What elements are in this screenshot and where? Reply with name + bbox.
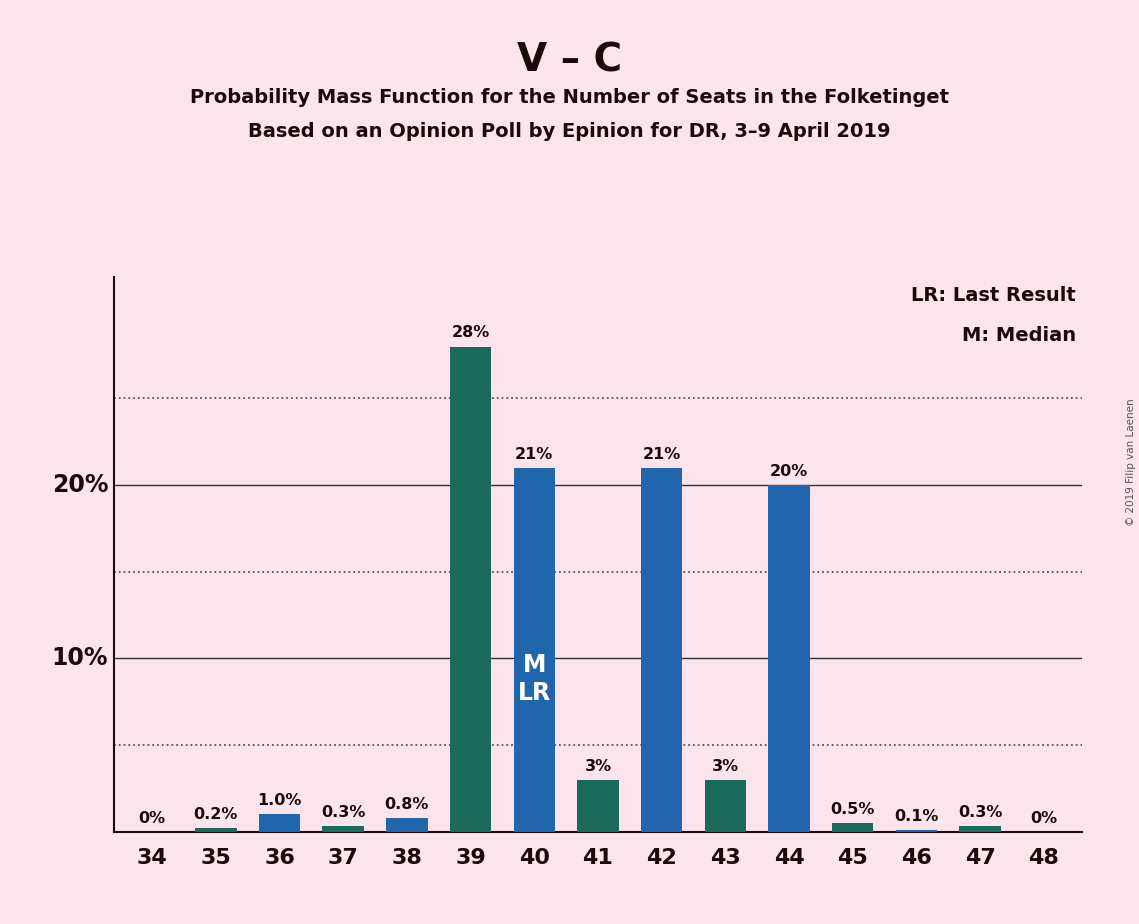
Bar [769,485,810,832]
Text: 3%: 3% [712,759,739,773]
Bar [641,468,682,832]
Text: LR: Last Result: LR: Last Result [911,286,1075,305]
Text: Based on an Opinion Poll by Epinion for DR, 3–9 April 2019: Based on an Opinion Poll by Epinion for … [248,122,891,141]
Bar [386,818,427,832]
Text: 20%: 20% [51,473,108,497]
Text: M
LR: M LR [518,653,551,705]
Text: 1.0%: 1.0% [257,793,302,808]
Text: 0.8%: 0.8% [385,796,429,811]
Bar [322,826,363,832]
Text: 21%: 21% [642,446,681,462]
Bar [259,814,301,832]
Text: 0.3%: 0.3% [958,806,1002,821]
Bar [895,830,937,832]
Text: © 2019 Filip van Laenen: © 2019 Filip van Laenen [1126,398,1136,526]
Text: 0.1%: 0.1% [894,808,939,824]
Text: Probability Mass Function for the Number of Seats in the Folketinget: Probability Mass Function for the Number… [190,88,949,107]
Bar [577,780,618,832]
Text: 0%: 0% [139,810,165,825]
Bar [450,346,491,832]
Bar [195,828,237,832]
Text: 0.3%: 0.3% [321,806,366,821]
Text: V – C: V – C [517,42,622,79]
Text: 3%: 3% [584,759,612,773]
Text: 10%: 10% [51,647,108,670]
Bar [833,823,874,832]
Text: 0.2%: 0.2% [194,807,238,822]
Text: 28%: 28% [451,325,490,340]
Text: 21%: 21% [515,446,554,462]
Text: M: Median: M: Median [961,326,1075,345]
Text: 0%: 0% [1031,810,1057,825]
Bar [705,780,746,832]
Bar [959,826,1001,832]
Bar [514,468,555,832]
Text: 0.5%: 0.5% [830,802,875,817]
Text: 20%: 20% [770,464,809,479]
